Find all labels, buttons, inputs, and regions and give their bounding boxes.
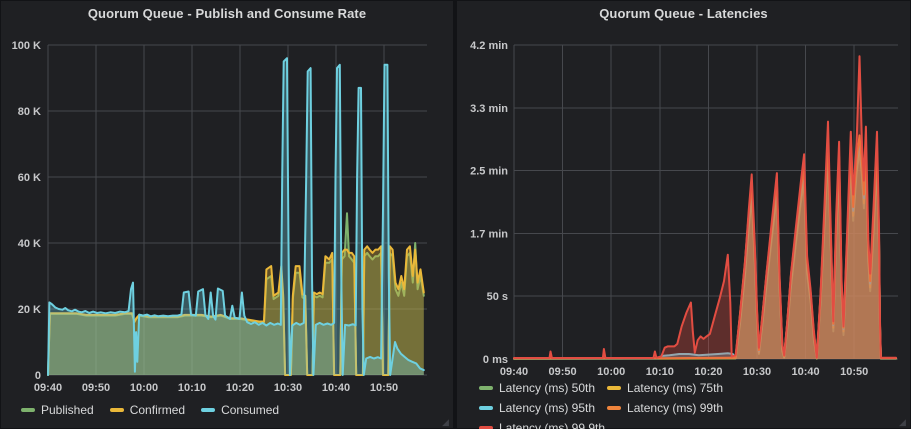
x-axis-tick-label: 10:50: [840, 366, 868, 378]
legend-swatch-icon: [607, 386, 622, 390]
legend-swatch-icon: [21, 408, 35, 412]
x-axis-tick-label: 10:20: [694, 366, 722, 378]
legend-swatch-icon: [201, 408, 216, 412]
legend-swatch-icon: [109, 408, 124, 412]
panel-resize-handle-icon[interactable]: ◢: [442, 417, 449, 427]
legend-item-latency-ms-50th[interactable]: Latency (ms) 50th: [479, 378, 595, 398]
legend-label: Latency (ms) 95th: [499, 401, 596, 415]
legend-swatch-icon: [479, 386, 493, 390]
legend-label: Latency (ms) 75th: [627, 381, 724, 395]
panel-resize-handle-icon[interactable]: ◢: [899, 417, 906, 427]
legend-label: Consumed: [221, 403, 280, 417]
time-series-plot[interactable]: 0 ms 50 s 1.7 min 2.5 min 3.3 min 4.2 min 09:4…: [457, 1, 910, 428]
series-area-latency-ms-50th: [514, 150, 896, 359]
y-axis-tick-label: 3.3 min: [470, 103, 508, 115]
time-series-plot[interactable]: 0 20 K 40 K 60 K 80 K 100 K 09:40 09:50 10:00 10:…: [1, 1, 453, 428]
y-axis-tick-label: 1.7 min: [470, 228, 508, 240]
x-axis-tick-label: 09:40: [34, 382, 62, 394]
series-area-latency-ms-999th: [514, 56, 896, 360]
legend-label: Latency (ms) 99th: [627, 401, 724, 415]
series-area-latency-ms-75th: [514, 145, 896, 359]
x-axis-tick-label: 10:10: [646, 366, 674, 378]
legend-item-latency-ms-95th[interactable]: Latency (ms) 95th: [479, 398, 595, 418]
x-axis-tick-label: 09:40: [500, 366, 528, 378]
y-axis-tick-label: 0 ms: [483, 354, 508, 366]
x-axis-tick-label: 10:00: [130, 382, 158, 394]
legend: Latency (ms) 50th Latency (ms) 75th Latenc…: [479, 378, 847, 429]
series-line-consumed: [47, 57, 425, 376]
y-axis-tick-label: 50 s: [487, 291, 508, 303]
y-axis-tick-label: 40 K: [18, 238, 41, 250]
legend-swatch-icon: [479, 406, 493, 410]
legend-label: Latency (ms) 50th: [499, 381, 596, 395]
y-axis-tick-label: 100 K: [12, 40, 41, 52]
x-axis-tick-label: 10:40: [792, 366, 820, 378]
panel-title[interactable]: Quorum Queue - Publish and Consume Rate: [87, 6, 367, 21]
x-axis-tick-label: 10:50: [370, 382, 398, 394]
y-axis-tick-label: 60 K: [18, 172, 41, 184]
x-axis-tick-label: 10:00: [597, 366, 625, 378]
y-axis-tick-label: 20 K: [18, 304, 41, 316]
legend-label: Latency (ms) 99.9th: [499, 421, 606, 429]
x-axis-tick-label: 10:30: [274, 382, 302, 394]
y-axis-tick-label: 4.2 min: [470, 40, 508, 52]
legend-item-consumed[interactable]: Consumed: [201, 400, 279, 420]
panel-latencies: Quorum Queue - Latencies 0 ms 50 s 1.7 min…: [457, 1, 910, 429]
legend-label: Confirmed: [129, 403, 186, 417]
y-axis-tick-label: 2.5 min: [470, 166, 508, 178]
series-area-consumed: [48, 58, 424, 375]
legend-item-latency-ms-99th[interactable]: Latency (ms) 99th: [607, 398, 723, 418]
legend-item-latency-ms-999th[interactable]: Latency (ms) 99.9th: [479, 418, 605, 429]
legend-item-latency-ms-75th[interactable]: Latency (ms) 75th: [607, 378, 723, 398]
panel-title[interactable]: Quorum Queue - Latencies: [599, 6, 768, 21]
series-line-latency-ms-999th: [513, 55, 897, 359]
x-axis-tick-label: 09:50: [82, 382, 110, 394]
y-axis-tick-label: 80 K: [18, 106, 41, 118]
x-axis-tick-label: 09:50: [549, 366, 577, 378]
series-area-published: [48, 213, 424, 375]
series-area-confirmed: [48, 246, 424, 375]
legend: Published Confirmed Consumed: [21, 400, 441, 420]
legend-swatch-icon: [479, 426, 493, 429]
legend-item-confirmed[interactable]: Confirmed: [109, 400, 186, 420]
x-axis-tick-label: 10:30: [743, 366, 771, 378]
legend-item-published[interactable]: Published: [21, 400, 94, 420]
x-axis-tick-label: 10:20: [226, 382, 254, 394]
legend-label: Published: [41, 403, 94, 417]
legend-swatch-icon: [607, 406, 622, 410]
y-axis-tick-label: 0: [35, 370, 41, 382]
panel-publish-consume-rate: Quorum Queue - Publish and Consume Rate …: [1, 1, 453, 428]
x-axis-tick-label: 10:40: [322, 382, 350, 394]
x-axis-tick-label: 10:10: [178, 382, 206, 394]
